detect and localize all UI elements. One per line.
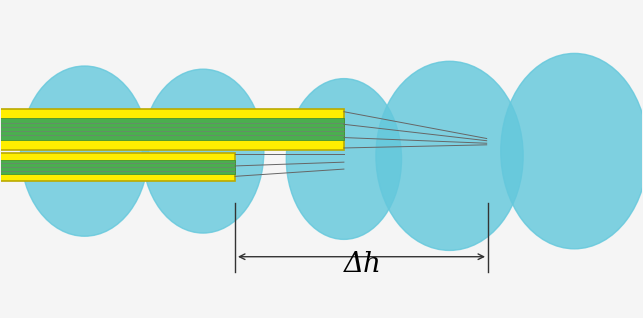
Ellipse shape <box>142 69 264 233</box>
Ellipse shape <box>501 53 643 249</box>
Bar <box>0 153 235 181</box>
Bar <box>0 160 235 174</box>
Bar <box>0 118 344 140</box>
Ellipse shape <box>376 61 523 250</box>
Ellipse shape <box>21 66 149 236</box>
Bar <box>0 108 344 149</box>
Text: Δh: Δh <box>344 251 382 278</box>
Ellipse shape <box>286 79 401 239</box>
